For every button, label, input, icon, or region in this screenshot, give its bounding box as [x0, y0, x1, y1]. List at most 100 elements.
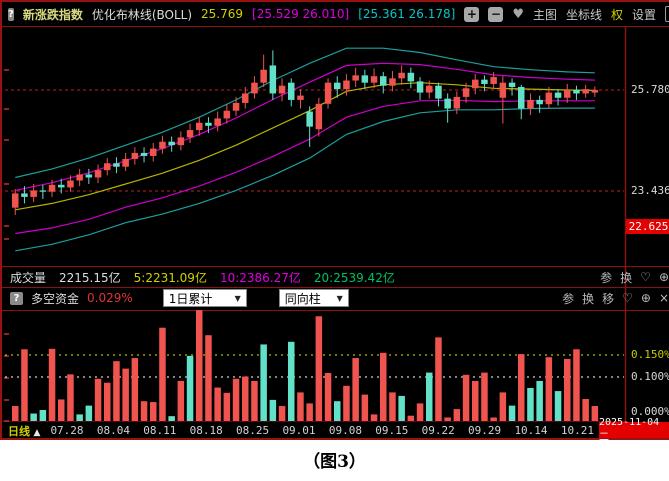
- candle-body: [260, 69, 267, 83]
- indicator-bar: [122, 368, 129, 421]
- candle-body: [582, 89, 589, 94]
- switch-icon[interactable]: 换: [582, 291, 595, 306]
- indicator-bar: [582, 399, 589, 421]
- indicator-bar: [426, 372, 433, 421]
- switch-icon[interactable]: 换: [620, 270, 633, 285]
- indicator-bar: [232, 378, 240, 421]
- indicator-bar: [518, 354, 525, 421]
- indicator-bar: [306, 403, 313, 421]
- close-icon[interactable]: ×: [658, 291, 669, 305]
- indicator-name[interactable]: 优化布林线(BOLL): [91, 7, 193, 22]
- favorite-outline-icon[interactable]: ♡: [640, 270, 651, 284]
- date-tick-label: 08.04: [96, 424, 130, 437]
- candle-body: [444, 98, 451, 109]
- magnifier-icon[interactable]: ⊕: [658, 270, 669, 284]
- favorite-outline-icon[interactable]: ♡: [622, 291, 633, 305]
- indicator-header: ? 多空资金 0.029% 1日累计 ▼ 同向柱 ▼ 参换移 ♡ ⊕ ×: [2, 288, 669, 308]
- candle-body: [242, 93, 249, 103]
- coordinate-line-button[interactable]: 坐标线: [566, 7, 603, 22]
- indicator-bar: [214, 387, 221, 421]
- indicator-bar: [361, 394, 369, 421]
- indicator-bar: [269, 399, 277, 421]
- current-date-badge: 2025-11-04 二: [599, 417, 669, 443]
- params-icon[interactable]: 参: [562, 291, 575, 306]
- candle-body: [278, 85, 286, 94]
- indicator-label[interactable]: 多空资金: [31, 291, 80, 306]
- title-bar: ? 新涨跌指数 优化布林线(BOLL) 25.769 [25.529 26.01…: [2, 3, 669, 25]
- boll-band-upper_inner: [15, 62, 595, 191]
- candle-body: [48, 184, 56, 192]
- candle-body: [269, 65, 277, 94]
- candle-body: [113, 163, 120, 167]
- date-tick-label: 09.01: [282, 424, 316, 437]
- boll-band-upper_outer: [15, 47, 595, 179]
- help-icon[interactable]: ?: [8, 7, 14, 21]
- settings-button[interactable]: 设置: [632, 7, 657, 22]
- chart-canvas[interactable]: [2, 2, 669, 440]
- candle-body: [389, 78, 396, 86]
- volume-label[interactable]: 成交量: [10, 270, 47, 285]
- date-tick-label: 08.25: [236, 424, 270, 437]
- candle-body: [177, 137, 185, 146]
- volume-header: 成交量 2215.15亿 5:2231.09亿 10:2386.27亿 20:2…: [2, 268, 669, 286]
- current-price-badge: 22.625: [626, 219, 669, 234]
- candle-body: [223, 110, 231, 119]
- indicator-bar: [508, 405, 516, 421]
- indicator-bar: [370, 414, 378, 421]
- boll-outer-band-values: [25.361 26.178]: [358, 7, 456, 21]
- candle-body: [545, 92, 553, 105]
- candle-body: [334, 82, 341, 90]
- help-icon[interactable]: ?: [10, 291, 23, 305]
- indicator-bar: [104, 382, 111, 421]
- indicator-bar: [389, 392, 396, 421]
- caret-up-icon: ▲: [33, 428, 41, 438]
- candle-body: [416, 81, 424, 93]
- candle-body: [343, 80, 350, 90]
- volume-pane-tools: 参换 ♡ ⊕: [600, 269, 669, 286]
- candle-body: [435, 85, 442, 99]
- indicator-bar: [499, 392, 507, 421]
- candle-body: [426, 85, 433, 93]
- indicator-bar: [48, 348, 56, 421]
- indicator-bar: [242, 376, 249, 421]
- indicator-bar: [39, 410, 47, 421]
- magnifier-icon[interactable]: ⊕: [640, 291, 651, 305]
- zoom-in-button[interactable]: +: [464, 6, 480, 22]
- rights-adjust-button[interactable]: 权: [611, 7, 624, 22]
- period-dropdown[interactable]: 1日累计 ▼: [162, 289, 247, 307]
- period-toggle[interactable]: 日线 ▲: [8, 423, 40, 439]
- candle-body: [508, 82, 516, 87]
- date-tick-label: 09.08: [328, 424, 362, 437]
- volume-value: 2215.15亿: [59, 270, 121, 285]
- date-tick-label: 09.29: [468, 424, 502, 437]
- params-icon[interactable]: 参: [600, 270, 613, 285]
- indicator-bar: [113, 361, 120, 421]
- candle-body: [306, 111, 313, 127]
- zoom-out-button[interactable]: −: [488, 6, 504, 22]
- expand-button[interactable]: ↑: [665, 6, 669, 22]
- candle-body: [453, 96, 461, 109]
- favorite-icon[interactable]: ♥: [512, 6, 524, 22]
- chart-widget: ? 新涨跌指数 优化布林线(BOLL) 25.769 [25.529 26.01…: [0, 0, 669, 440]
- main-chart-button[interactable]: 主图: [533, 7, 558, 22]
- candle-body: [564, 90, 571, 98]
- indicator-bar: [536, 380, 543, 421]
- move-icon[interactable]: 移: [602, 291, 615, 306]
- indicator-bar: [85, 405, 93, 421]
- candle-body: [159, 141, 166, 149]
- indicator-pane-tools: 参换移 ♡ ⊕ ×: [562, 290, 669, 307]
- candle-body: [462, 88, 470, 97]
- candle-body: [150, 148, 157, 156]
- candle-body: [168, 141, 175, 146]
- indicator-bar: [490, 417, 497, 421]
- candle-body: [527, 99, 534, 109]
- chevron-down-icon: ▼: [336, 293, 343, 303]
- candle-body: [324, 82, 332, 104]
- style-dropdown[interactable]: 同向柱 ▼: [278, 289, 349, 307]
- candle-body: [518, 86, 525, 109]
- boll-band-lower_inner: [15, 99, 595, 235]
- indicator-bar: [545, 357, 553, 421]
- indicator-bar: [398, 395, 405, 421]
- indicator-bar: [407, 415, 415, 421]
- indicator-bar: [58, 399, 65, 421]
